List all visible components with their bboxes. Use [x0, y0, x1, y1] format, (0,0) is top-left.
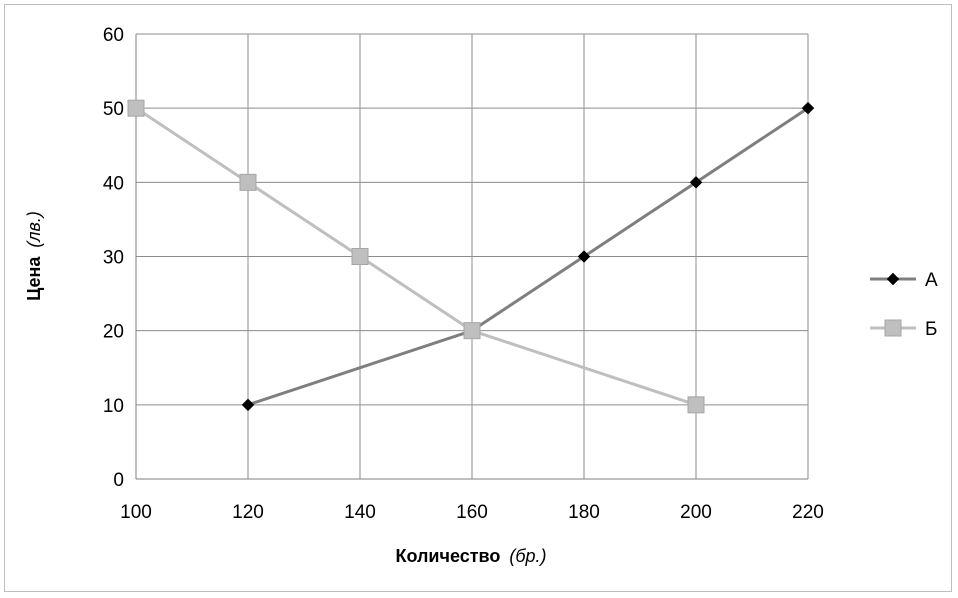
x-tick-label: 120	[232, 502, 264, 523]
y-tick-label: 40	[103, 173, 124, 194]
data-point	[351, 248, 369, 265]
legend-entry: Б	[870, 319, 937, 340]
y-axis-unit: (лв.)	[24, 211, 44, 248]
x-axis-unit: (бр.)	[509, 546, 546, 566]
legend-entry: А	[870, 270, 938, 291]
y-tick-label: 50	[103, 99, 124, 120]
x-tick-label: 160	[456, 502, 488, 523]
series-layer	[127, 99, 815, 414]
y-axis-label: Цена	[24, 256, 44, 301]
y-axis-title: Цена (лв.)	[24, 211, 44, 301]
legend-label: Б	[925, 319, 937, 340]
x-tick-label: 100	[120, 502, 152, 523]
y-tick-label: 20	[103, 322, 124, 343]
tick-labels: 0 10 20 30 40 50 60 100 120 140 160 180 200 220	[103, 25, 824, 523]
data-point	[801, 101, 815, 115]
series-b	[127, 99, 705, 414]
y-tick-label: 10	[103, 396, 124, 417]
data-point	[687, 396, 705, 414]
x-tick-label: 140	[344, 502, 376, 523]
data-point	[241, 398, 255, 412]
x-tick-label: 220	[792, 502, 824, 523]
legend-label: А	[925, 270, 938, 291]
data-point	[689, 175, 703, 189]
data-point	[239, 173, 257, 191]
x-tick-label: 200	[680, 502, 712, 523]
x-axis-label: Количество	[395, 546, 500, 566]
legend-marker	[884, 319, 902, 337]
data-point	[127, 99, 145, 117]
data-point	[577, 250, 591, 263]
x-tick-label: 180	[568, 502, 600, 523]
legend-marker	[886, 272, 900, 286]
x-axis-title: Количество (бр.)	[395, 546, 546, 566]
y-tick-label: 0	[113, 470, 124, 491]
y-tick-label: 60	[103, 25, 124, 46]
data-point	[463, 322, 481, 340]
gridlines	[135, 33, 809, 480]
y-tick-label: 30	[103, 248, 124, 269]
chart-area	[4, 4, 952, 592]
legend: АБ	[870, 270, 938, 340]
